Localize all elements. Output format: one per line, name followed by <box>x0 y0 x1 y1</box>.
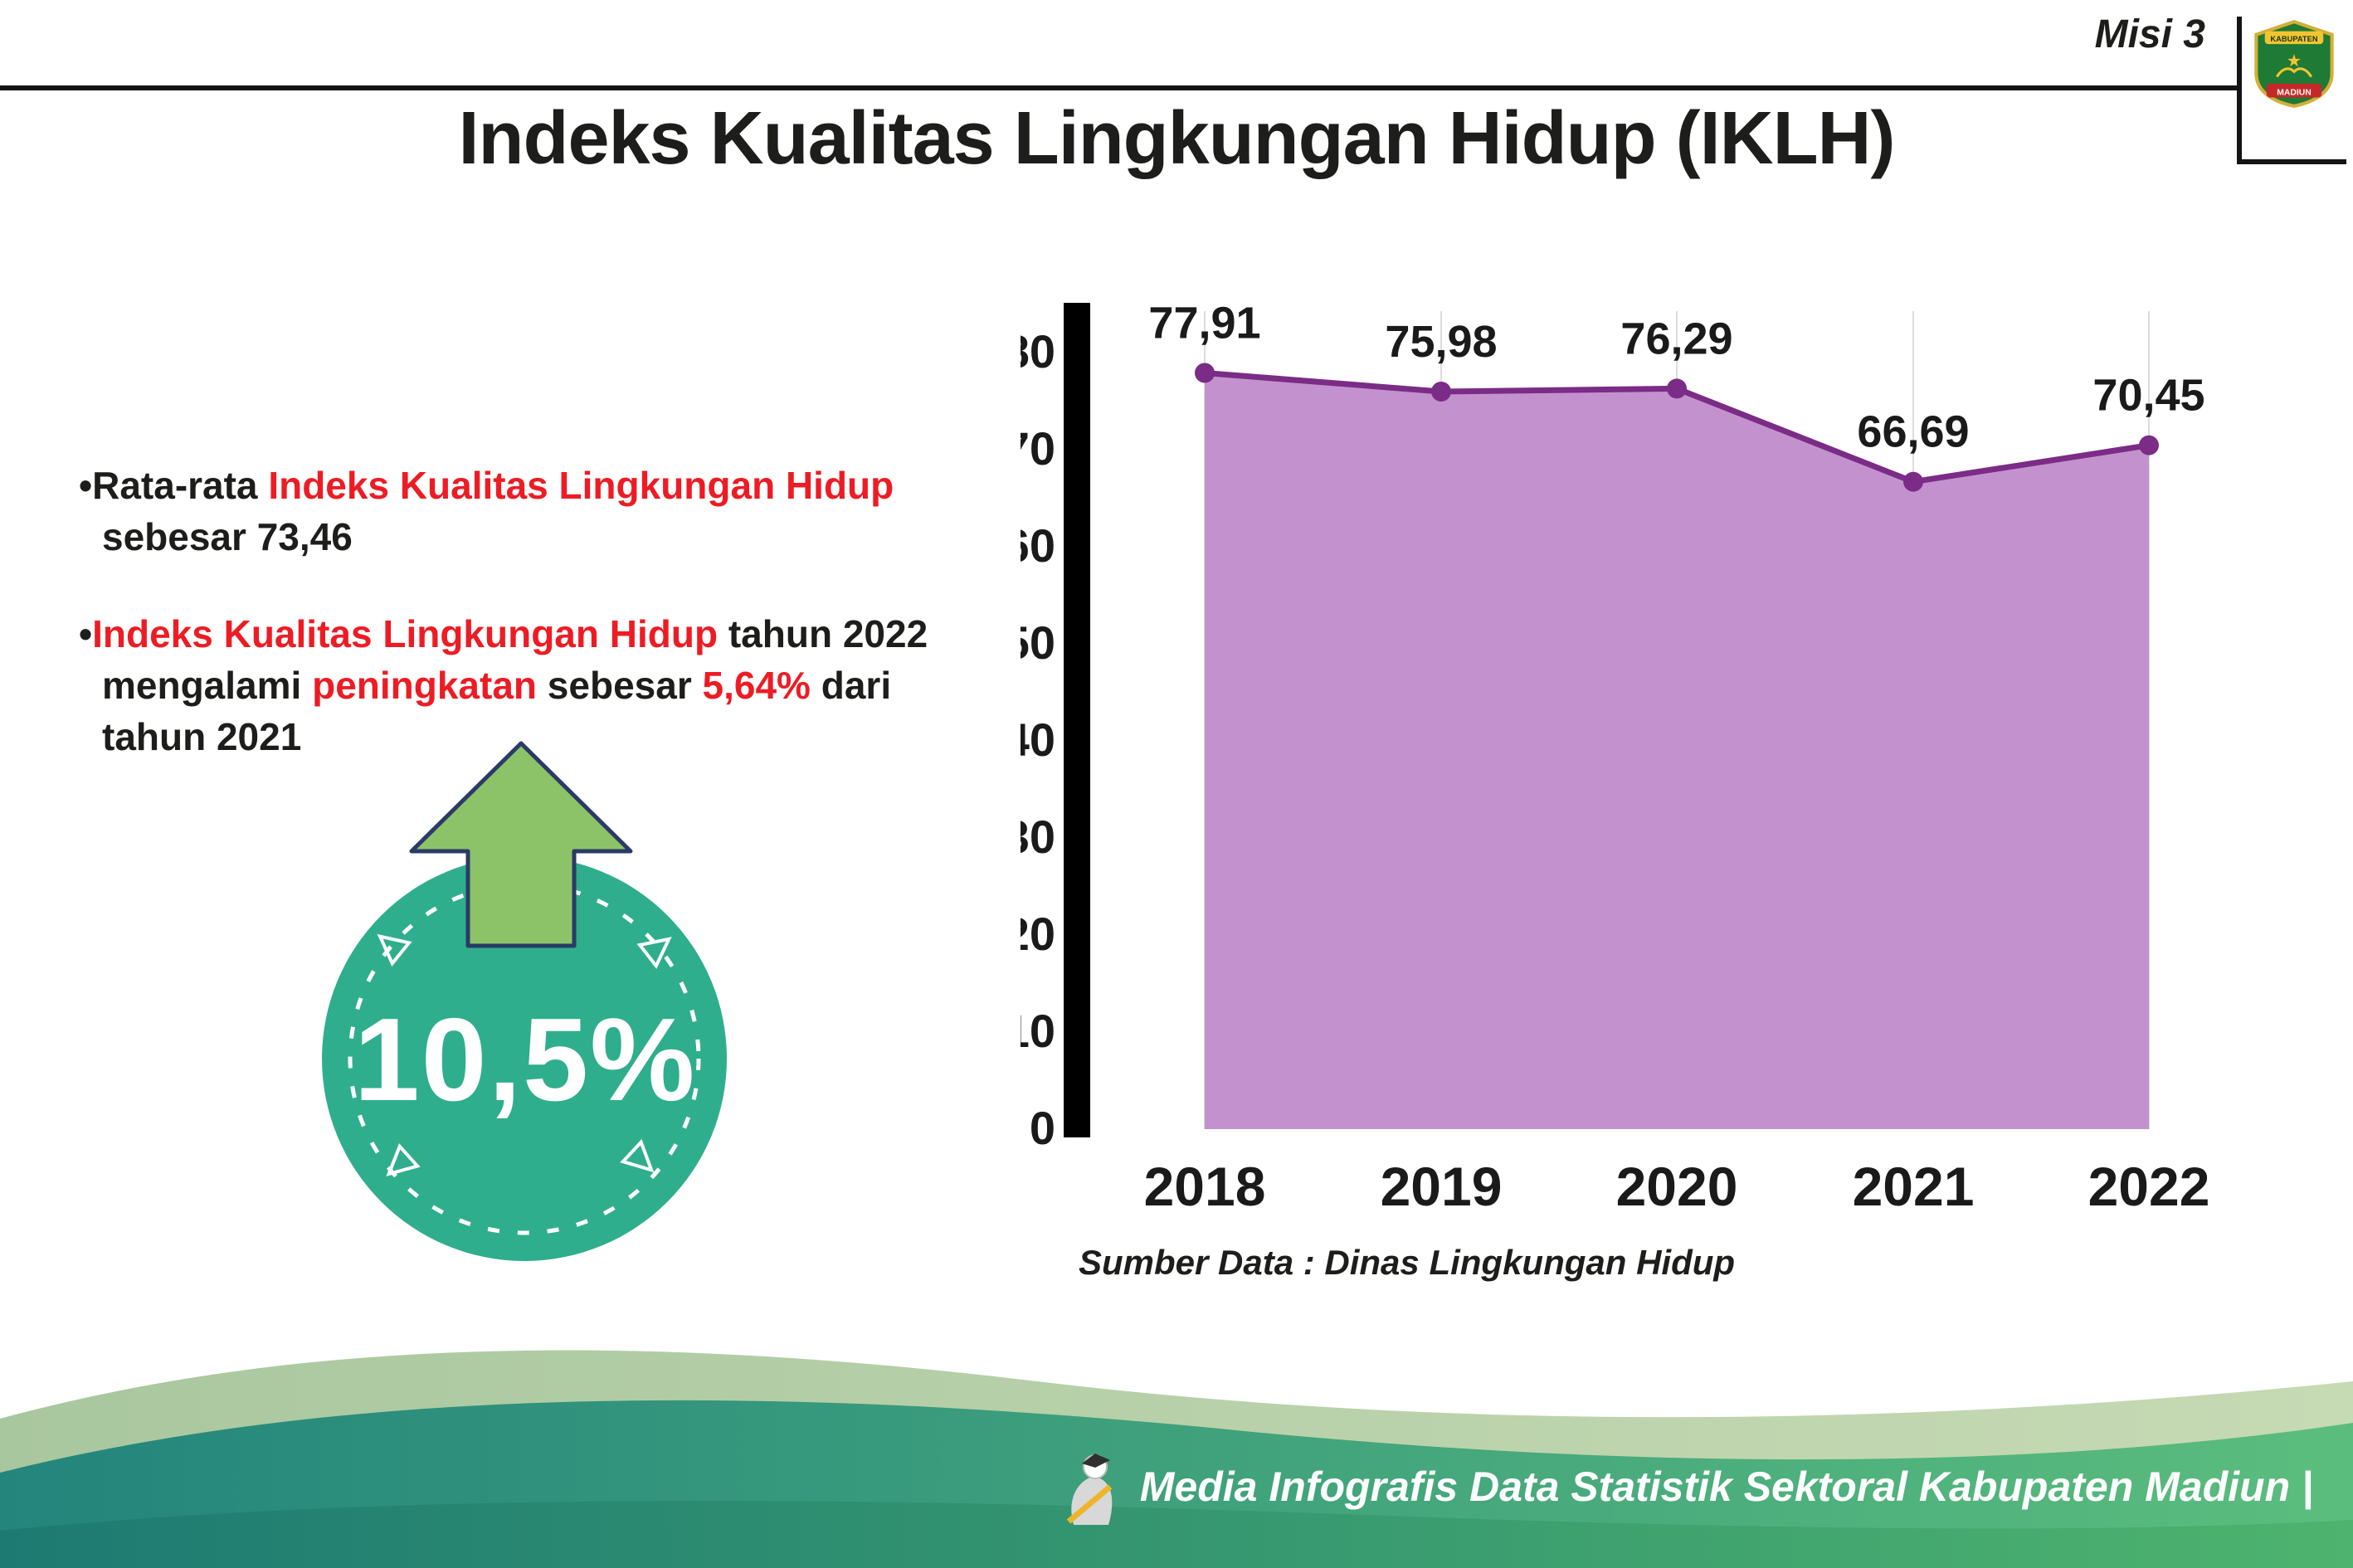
data-point <box>1667 378 1687 399</box>
bullet-text-segment: sebesar <box>537 663 703 707</box>
bullet-marker: • <box>79 612 93 656</box>
bullet-text-segment: Indeks Kualitas Lingkungan Hidup <box>268 464 894 507</box>
y-tick-label: 70 <box>1021 422 1055 475</box>
bullet-text-segment: Rata-rata <box>92 464 269 507</box>
y-tick-label: 30 <box>1021 811 1055 863</box>
logo-star-icon: ★ <box>2287 51 2302 71</box>
footer-caption: Media Infografis Data Statistik Sektoral… <box>1139 1463 2313 1510</box>
kabupaten-madiun-logo-icon: KABUPATEN ★ MADIUN <box>2254 20 2334 108</box>
value-label: 66,69 <box>1857 407 1969 457</box>
y-tick-label: 10 <box>1021 1005 1055 1057</box>
bullet-text-segment: dari tahun 2021 <box>102 663 892 758</box>
source-note: Sumber Data : Dinas Lingkungan Hidup <box>1079 1243 1736 1282</box>
data-point <box>1431 382 1451 402</box>
value-label: 77,91 <box>1148 299 1260 348</box>
page-title: Indeks Kualitas Lingkungan Hidup (IKLH) <box>458 97 1895 180</box>
y-axis-bar <box>1064 303 1090 1137</box>
logo-frame: KABUPATEN ★ MADIUN <box>2237 17 2346 164</box>
bullet-text-segment: peningkatan <box>312 663 538 707</box>
bullet-text-segment: Indeks Kualitas Lingkungan Hidup <box>92 612 719 656</box>
y-tick-label: 80 <box>1021 325 1055 377</box>
x-tick-label: 2019 <box>1381 1156 1503 1217</box>
bullet-text-segment: 5,64% <box>702 663 811 707</box>
increase-badge: 10,5% <box>290 728 760 1278</box>
data-point <box>1903 471 1923 492</box>
badge-triangle-ornament <box>620 1139 655 1173</box>
bullet-item: •Rata-rata Indeks Kualitas Lingkungan Hi… <box>79 460 958 562</box>
up-arrow-icon <box>322 741 727 1261</box>
x-tick-label: 2022 <box>2088 1156 2210 1217</box>
value-label: 75,98 <box>1385 317 1497 367</box>
value-label: 76,29 <box>1620 314 1732 363</box>
x-tick-label: 2020 <box>1616 1156 1738 1217</box>
iklh-area-chart: 77,91 75,98 76,29 66,69 70,45 0 10 20 30 40 50 60 70… <box>1004 299 2210 1218</box>
bullet-item: •Indeks Kualitas Lingkungan Hidup tahun … <box>79 609 958 762</box>
footer-wave-decoration <box>0 1350 2353 1568</box>
area-fill <box>1205 373 2149 1129</box>
increase-percentage: 10,5% <box>353 994 697 1126</box>
y-tick-label: 40 <box>1021 713 1055 766</box>
mascot-icon <box>1066 1454 1113 1525</box>
data-point <box>1195 363 1215 383</box>
header-divider <box>0 85 2248 90</box>
bullet-text-segment: sebesar 73,46 <box>102 514 353 558</box>
misi-label: Misi 3 <box>2094 12 2205 56</box>
x-tick-label: 2021 <box>1853 1156 1975 1217</box>
x-tick-label: 2018 <box>1144 1156 1266 1217</box>
y-tick-label: 0 <box>1030 1102 1055 1154</box>
value-label: 70,45 <box>2092 371 2204 421</box>
up-arrow-shape <box>409 741 633 948</box>
chart-area: 77,91 75,98 76,29 66,69 70,45 0 10 20 30 40 50 60 70… <box>1004 265 2232 1377</box>
logo-bottom-text: MADIUN <box>2277 88 2311 97</box>
badge-dashed-ring <box>348 882 701 1235</box>
footer-caption-row: Media Infografis Data Statistik Sektoral… <box>1059 1445 2313 1528</box>
badge-triangle-ornament <box>386 1142 421 1177</box>
bullet-text-segment: tahun 2022 mengalami <box>102 612 928 707</box>
badge-triangle-ornament <box>377 933 412 967</box>
badge-triangle-ornament <box>636 937 672 970</box>
y-tick-label: 20 <box>1021 908 1055 960</box>
logo-top-text: KABUPATEN <box>2270 35 2317 43</box>
key-findings-list: •Rata-rata Indeks Kualitas Lingkungan Hi… <box>79 460 958 809</box>
y-tick-label: 50 <box>1021 616 1055 669</box>
bullet-marker: • <box>79 464 93 507</box>
y-tick-label: 60 <box>1021 519 1055 572</box>
data-point <box>2139 435 2159 455</box>
